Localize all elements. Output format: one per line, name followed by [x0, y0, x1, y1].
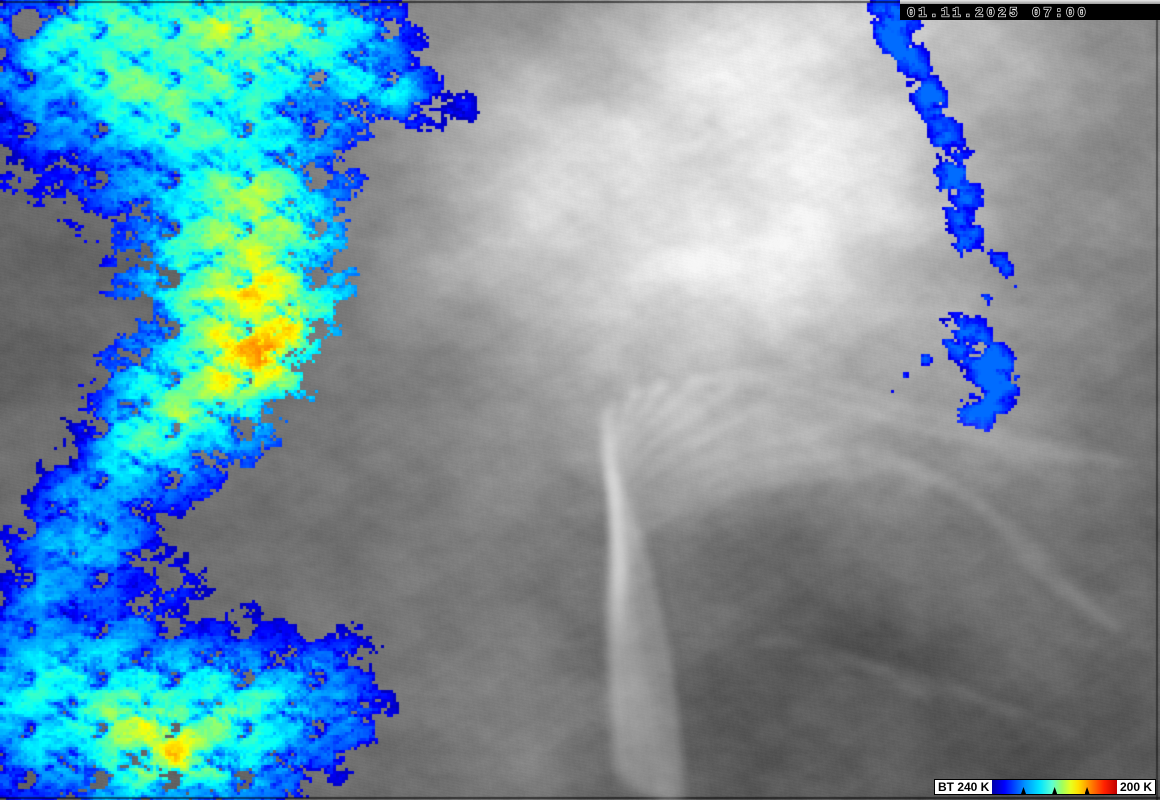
svg-text:01.11.2025 07:00: 01.11.2025 07:00 [907, 6, 1089, 20]
